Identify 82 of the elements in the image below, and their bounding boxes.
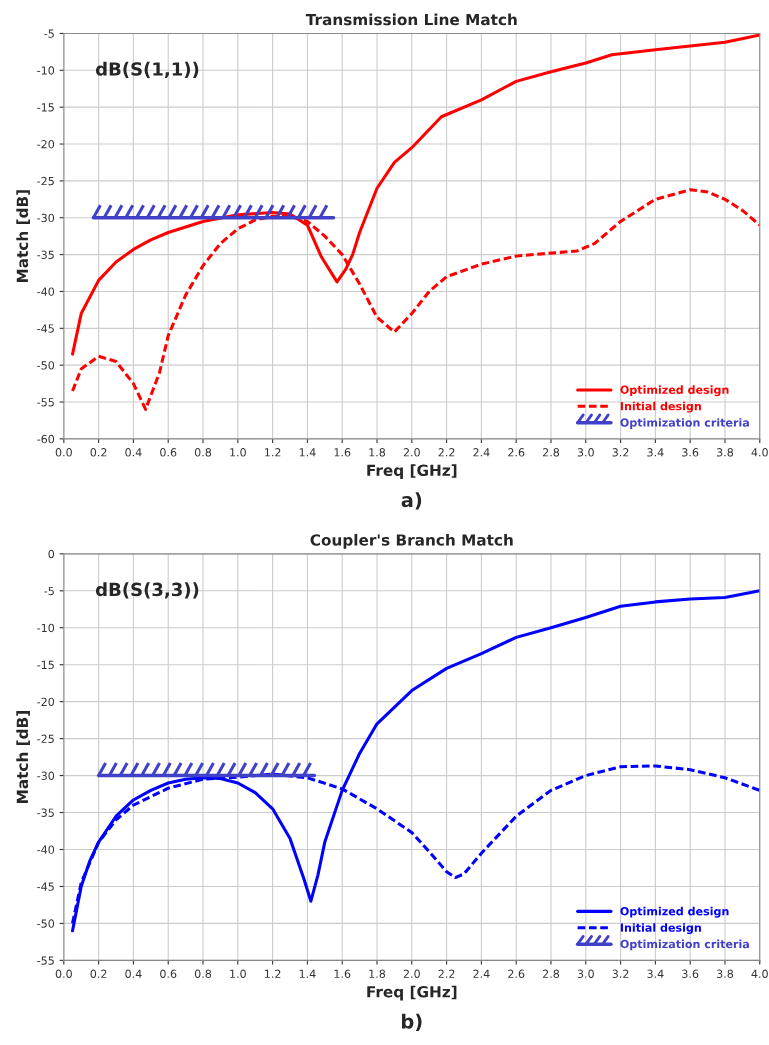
- x-tick-label: 0.6: [160, 969, 177, 978]
- y-tick-label: 0: [48, 549, 55, 559]
- y-tick-label: -35: [37, 250, 54, 259]
- x-tick-label: 3.2: [612, 448, 629, 457]
- x-tick-label: 0.8: [194, 448, 212, 457]
- y-tick-label: -55: [37, 956, 54, 965]
- x-tick-label: 1.2: [265, 969, 281, 978]
- x-tick-label: 3.0: [577, 448, 594, 457]
- x-tick-label: 2.2: [438, 969, 455, 978]
- legend-label: Initial design: [620, 923, 701, 935]
- legend-label: Initial design: [620, 401, 701, 413]
- x-tick-label: 0.2: [90, 969, 107, 978]
- x-tick-label: 3.4: [647, 448, 664, 457]
- x-tick-label: 3.2: [612, 969, 629, 978]
- x-tick-label: 0.0: [55, 448, 72, 457]
- x-tick-label: 1.0: [230, 969, 246, 978]
- legend-label: Optimization criteria: [620, 418, 749, 429]
- y-tick-label: -25: [37, 176, 54, 186]
- y-tick-label: -5: [44, 586, 54, 596]
- x-tick-label: 2.0: [403, 969, 420, 978]
- annotation: dB(S(1,1)): [95, 61, 199, 79]
- x-tick-label: 1.8: [369, 969, 386, 978]
- x-tick-label: 0.0: [55, 969, 72, 978]
- x-tick-label: 1.2: [265, 448, 281, 457]
- x-tick-label: 0.8: [194, 969, 212, 978]
- y-tick-label: -50: [37, 361, 55, 370]
- y-tick-label: -5: [44, 29, 54, 38]
- y-tick-label: -55: [37, 398, 54, 407]
- y-tick-label: -25: [37, 734, 54, 743]
- chart-title: Transmission Line Match: [305, 13, 517, 26]
- x-tick-label: 2.2: [438, 448, 455, 457]
- x-tick-label: 0.4: [125, 448, 142, 457]
- x-tick-label: 3.6: [682, 448, 699, 457]
- x-tick-label: 4.0: [751, 969, 768, 978]
- x-tick-label: 1.8: [369, 448, 386, 457]
- y-tick-label: -40: [37, 287, 55, 296]
- chart-title: Coupler's Branch Match: [310, 533, 513, 549]
- y-tick-label: -30: [37, 771, 55, 780]
- x-tick-label: 0.4: [125, 969, 142, 978]
- x-tick-label: 0.6: [160, 448, 177, 457]
- x-tick-label: 2.4: [473, 448, 490, 457]
- x-tick-label: 2.6: [508, 448, 525, 457]
- y-tick-label: -20: [37, 139, 55, 149]
- x-axis-title: Freq [GHz]: [367, 985, 457, 1001]
- x-tick-label: 0.2: [90, 448, 107, 457]
- x-tick-label: 3.4: [647, 969, 664, 978]
- y-tick-label: -15: [37, 103, 54, 112]
- y-axis-title: Match [dB]: [16, 711, 30, 804]
- text: a): [401, 492, 422, 510]
- y-tick-label: -40: [37, 845, 55, 854]
- x-tick-label: 1.4: [299, 969, 316, 978]
- x-tick-label: 2.4: [473, 969, 490, 978]
- y-tick-label: -60: [37, 434, 55, 444]
- x-tick-label: 1.6: [334, 448, 351, 457]
- y-tick-label: -45: [37, 324, 54, 333]
- y-tick-label: -15: [37, 660, 54, 670]
- y-axis-title: Match [dB]: [16, 190, 30, 283]
- x-tick-label: 4.0: [751, 448, 768, 457]
- x-tick-label: 3.8: [716, 448, 734, 457]
- legend-label: Optimized design: [620, 906, 729, 918]
- y-tick-label: -10: [37, 66, 55, 75]
- x-tick-label: 1.0: [230, 448, 246, 457]
- x-tick-label: 3.0: [577, 969, 594, 978]
- y-tick-label: -35: [37, 808, 54, 817]
- x-tick-label: 1.4: [299, 448, 316, 457]
- x-tick-label: 3.8: [716, 969, 734, 978]
- y-tick-label: -10: [37, 623, 55, 633]
- y-tick-label: -20: [37, 697, 55, 707]
- x-tick-label: 2.0: [403, 448, 420, 457]
- y-tick-label: -45: [37, 882, 54, 891]
- x-tick-label: 1.6: [334, 969, 351, 978]
- x-axis-title: Freq [GHz]: [367, 464, 457, 480]
- annotation: dB(S(3,3)): [95, 582, 199, 599]
- x-tick-label: 2.8: [542, 969, 560, 978]
- x-tick-label: 2.6: [508, 969, 525, 978]
- legend-label: Optimized design: [620, 385, 729, 397]
- y-tick-label: -30: [37, 213, 55, 223]
- y-tick-label: -50: [37, 919, 55, 928]
- x-tick-label: 2.8: [542, 448, 560, 457]
- text: b): [402, 1013, 422, 1031]
- x-tick-label: 3.6: [682, 969, 699, 978]
- legend-label: Optimization criteria: [620, 939, 749, 951]
